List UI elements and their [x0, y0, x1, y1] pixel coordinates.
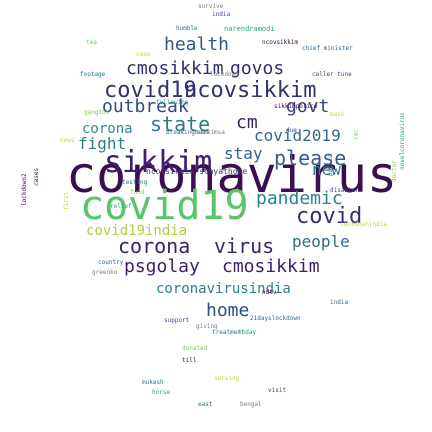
- cloud-word: pandemic: [256, 188, 343, 209]
- cloud-word: covid: [296, 204, 363, 229]
- cloud-word: people: [292, 232, 350, 251]
- cloud-word: covid2019: [254, 126, 341, 145]
- cloud-word-small: visit: [268, 387, 287, 394]
- cloud-word-small: gangtok: [84, 109, 110, 116]
- cloud-word: govos: [230, 58, 285, 79]
- cloud-word-small: today: [238, 329, 257, 336]
- cloud-word-small: lockdown: [210, 71, 239, 78]
- cloud-word: covid19india: [86, 223, 188, 239]
- cloud-word-small: public: [327, 154, 334, 176]
- cloud-word: virus: [214, 234, 275, 258]
- cloud-word-small: bengal: [240, 401, 262, 408]
- cloud-word-small: tea: [86, 39, 97, 46]
- cloud-word-small: support: [164, 317, 190, 324]
- cloud-word-small: lockdown2: [21, 173, 28, 206]
- cloud-word-small: narendramodi: [224, 25, 275, 33]
- cloud-word: psgolay: [124, 256, 200, 277]
- cloud-word: govt: [286, 96, 330, 117]
- cloud-word-small: ncovsikkim: [262, 39, 299, 46]
- cloud-word-small: humble: [176, 25, 198, 32]
- cloud-word: covid19: [80, 183, 249, 229]
- cloud-word-small: serving: [214, 375, 240, 382]
- cloud-word-small: cases: [33, 167, 40, 186]
- cloud-word: cmosikkim: [126, 58, 224, 79]
- cloud-word: cm: [236, 112, 258, 133]
- cloud-word-small: due: [286, 127, 297, 134]
- cloud-word: ncovsikkim: [184, 78, 317, 103]
- cloud-word-small: doctor: [391, 160, 398, 182]
- cloud-word-small: sikkimpolice: [274, 103, 318, 110]
- cloud-word: stay: [224, 144, 263, 163]
- cloud-word-small: 21dayslockdown: [250, 315, 301, 322]
- cloud-word-small: testing: [122, 179, 148, 186]
- cloud-word-small: fund: [130, 189, 145, 196]
- cloud-word: coronavirusindia: [156, 281, 291, 297]
- cloud-word: ncovsikkim stayathome: [146, 167, 248, 176]
- cloud-word-small: chief minister: [302, 45, 353, 52]
- cloud-word-small: novelcoronavirus: [399, 112, 406, 170]
- cloud-word: please: [274, 146, 347, 170]
- cloud-word-small: disaster: [330, 187, 359, 194]
- cloud-disc: [16, 14, 416, 418]
- cloud-word-small: mask: [330, 111, 345, 118]
- cloud-word-small: sikkimsa: [196, 129, 225, 136]
- cloud-word: state: [150, 112, 211, 136]
- cloud-word-small: greenko: [92, 269, 118, 276]
- cloud-word: cmosikkim: [222, 256, 320, 277]
- cloud-word-small: breakingnews: [166, 129, 210, 136]
- cloud-word-small: donated: [182, 345, 208, 352]
- cloud-word-small: till: [182, 357, 197, 364]
- cloud-word-small: relief: [110, 203, 132, 210]
- cloud-word-small: east: [198, 401, 213, 408]
- cloud-word-small: first: [63, 191, 70, 210]
- cloud-word-small: case: [136, 51, 151, 58]
- cloud-word-small: india: [330, 299, 349, 306]
- cloud-word-small: tmc: [353, 129, 360, 140]
- cloud-word: outbreak: [102, 96, 189, 117]
- cloud-word: health: [164, 34, 230, 55]
- cloud-word-small: survive: [198, 3, 224, 10]
- cloud-word-small: caller tune: [312, 71, 352, 78]
- cloud-word: new: [312, 160, 341, 179]
- cloud-word-small: footage: [80, 71, 106, 78]
- cloud-word-small: treatment: [212, 329, 245, 336]
- cloud-word: corona: [82, 121, 133, 137]
- cloud-word: home: [206, 300, 250, 321]
- cloud-word-small: horse: [152, 389, 171, 396]
- cloud-word-small: news: [60, 137, 75, 144]
- cloud-word: fight: [78, 134, 127, 153]
- cloud-word: sikkim: [104, 145, 213, 180]
- cloud-word: coronavirus: [66, 146, 398, 204]
- cloud-word-small: following: [156, 99, 189, 106]
- cloud-word-small: giving: [196, 323, 218, 330]
- cloud-word-small: ndtv: [262, 289, 277, 296]
- cloud-word-small: mukesh: [142, 379, 164, 386]
- cloud-word-small: india: [212, 11, 231, 18]
- cloud-word-small: country: [98, 259, 124, 266]
- cloud-word: corona: [118, 234, 191, 258]
- cloud-word-small: lockdownindia: [340, 221, 387, 228]
- cloud-word: covid19: [104, 78, 197, 103]
